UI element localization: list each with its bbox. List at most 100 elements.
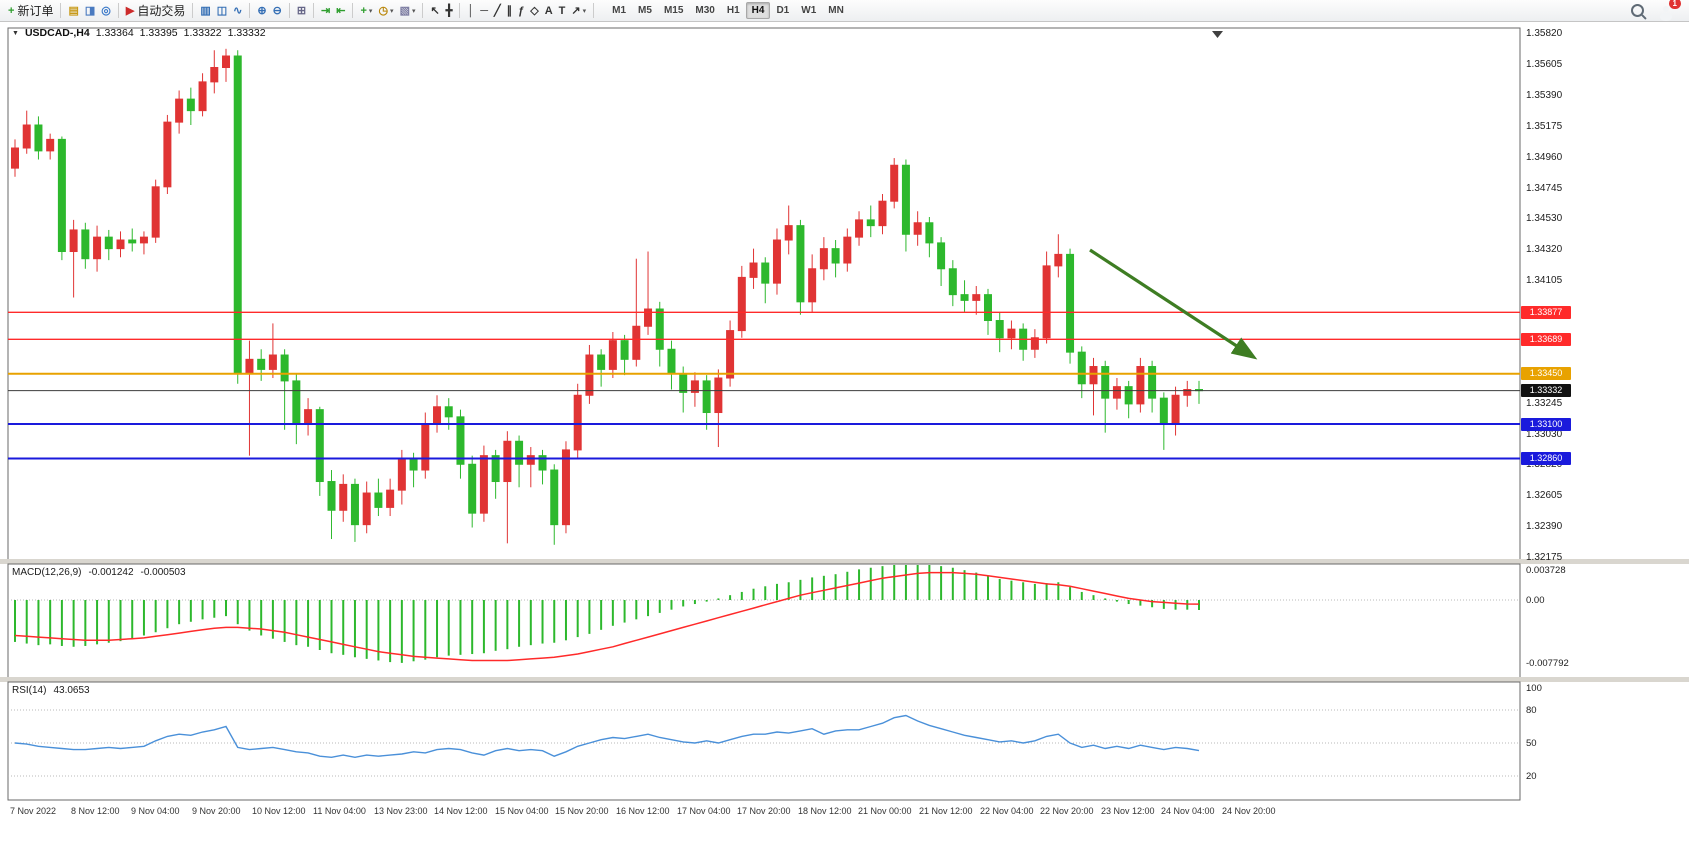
- new-order-button-label: 新订单: [17, 4, 54, 18]
- periods-button[interactable]: ◷ ▾: [375, 4, 396, 18]
- label-button[interactable]: T: [556, 4, 569, 18]
- rsi-title: RSI(14): [12, 685, 47, 696]
- trendline-button[interactable]: ╱: [491, 4, 504, 18]
- rsi-label: RSI(14) 43.0653: [12, 685, 90, 696]
- text-icon: A: [544, 4, 553, 17]
- timeframe-mn-button[interactable]: MN: [828, 5, 844, 16]
- macd-signal-value: -0.000503: [140, 567, 186, 578]
- price-axis-label: 1.32390: [1526, 521, 1563, 532]
- timeframe-d1-button[interactable]: D1: [776, 5, 790, 16]
- new-order-icon: +: [8, 4, 15, 17]
- toolbar-separator: [313, 3, 315, 18]
- time-axis-label: 24 Nov 20:00: [1222, 806, 1276, 816]
- toolbar-buttons: + 新订单 ▤ ◨ ◎ ▶ 自动交易 ▥ ◫ ∿ ⊕ ⊖ ⊞ ⇥ ⇤ + ▾ ◷ ▾ ▧ ▾ ↖ ╋ │ ─ ╱ ∥ ƒ ◇ A T ↗ ▾: [5, 1, 598, 20]
- autotrade-button[interactable]: ▶ 自动交易: [123, 1, 188, 20]
- arrows-icon: ↗: [571, 4, 581, 17]
- vline-icon: │: [467, 4, 475, 17]
- fibonacci-button[interactable]: ƒ: [515, 4, 527, 18]
- navigator-button[interactable]: ◎: [98, 4, 114, 18]
- bid-price-badge: 1.33332: [1521, 384, 1571, 397]
- toolbar-separator: [117, 3, 119, 18]
- price-axis-label: 1.34320: [1526, 244, 1563, 255]
- price-axis-label: 1.32605: [1526, 490, 1563, 501]
- price-level-badge: 1.32860: [1521, 452, 1571, 465]
- macd-panel: [7, 563, 1521, 679]
- macd-main-value: -0.001242: [88, 567, 134, 578]
- price-chart-canvas[interactable]: [0, 22, 1689, 860]
- time-axis-label: 9 Nov 20:00: [192, 806, 241, 816]
- cursor-button[interactable]: ↖: [427, 4, 442, 18]
- templates-icon: ▧: [399, 4, 410, 17]
- templates-button[interactable]: ▧ ▾: [397, 4, 419, 18]
- candle-chart-button[interactable]: ◫: [214, 4, 230, 18]
- dropdown-caret-icon: ▾: [411, 7, 416, 15]
- horizontal-line-button[interactable]: ─: [477, 4, 491, 18]
- panel-separator[interactable]: [0, 559, 1689, 564]
- market-watch-button[interactable]: ▤: [65, 4, 81, 18]
- auto-scroll-button[interactable]: ⇥: [318, 4, 333, 18]
- time-axis-label: 14 Nov 12:00: [434, 806, 488, 816]
- search-icon[interactable]: [1631, 4, 1644, 17]
- timeframe-h4-button[interactable]: H4: [745, 2, 771, 19]
- chart-shift-marker-icon[interactable]: [1212, 31, 1223, 38]
- time-axis-label: 17 Nov 20:00: [737, 806, 791, 816]
- candle-chart-icon: ◫: [216, 4, 228, 17]
- bar-chart-button[interactable]: ▥: [197, 4, 213, 18]
- timeframe-m5-button[interactable]: M5: [638, 5, 652, 16]
- macd-axis-label: -0.007792: [1526, 658, 1569, 669]
- channel-icon: ∥: [506, 4, 513, 17]
- rsi-axis-label: 50: [1526, 738, 1537, 749]
- panel-separator[interactable]: [0, 677, 1689, 682]
- vertical-line-button[interactable]: │: [464, 4, 477, 18]
- timeframe-m15-button[interactable]: M15: [663, 5, 684, 16]
- cursor-icon: ↖: [430, 4, 440, 17]
- rsi-axis-label: 80: [1526, 705, 1537, 716]
- shapes-button[interactable]: ◇: [527, 4, 541, 18]
- data-window-button[interactable]: ◨: [82, 4, 98, 18]
- price-axis-label: 1.34105: [1526, 275, 1563, 286]
- tile-windows-button[interactable]: ⊞: [294, 4, 309, 18]
- trend-arrow-annotation[interactable]: [1089, 248, 1258, 360]
- toolbar-separator: [192, 3, 194, 18]
- chart-window[interactable]: ▼ USDCAD-,H4 1.33364 1.33395 1.33322 1.3…: [0, 22, 1689, 860]
- crosshair-button[interactable]: ╋: [443, 4, 456, 18]
- price-axis-label: 1.34960: [1526, 152, 1563, 163]
- toolbar-separator: [459, 3, 461, 18]
- time-axis-label: 22 Nov 04:00: [980, 806, 1034, 816]
- timeframe-m30-button[interactable]: M30: [695, 5, 715, 16]
- autotrade-icon: ▶: [125, 4, 135, 17]
- timeframe-h1-button[interactable]: H1: [726, 5, 740, 16]
- new-order-button[interactable]: + 新订单: [5, 1, 56, 20]
- bar-chart-icon: ▥: [200, 4, 211, 17]
- price-axis-label: 1.34745: [1526, 183, 1563, 194]
- trendline-icon: ╱: [494, 4, 501, 17]
- indicators-button[interactable]: + ▾: [357, 4, 375, 18]
- line-chart-button[interactable]: ∿: [230, 4, 245, 18]
- time-axis-label: 15 Nov 20:00: [555, 806, 609, 816]
- price-axis-label: 1.34530: [1526, 213, 1563, 224]
- community-button[interactable]: 1: [1658, 0, 1681, 19]
- price-level-badge: 1.33450: [1521, 367, 1571, 380]
- timeframe-w1-button[interactable]: W1: [801, 5, 817, 16]
- arrows-button[interactable]: ↗ ▾: [568, 4, 589, 18]
- ohlc-high: 1.33395: [139, 27, 178, 39]
- text-button[interactable]: A: [542, 4, 556, 18]
- price-axis-label: 1.35175: [1526, 121, 1563, 132]
- ohlc-low: 1.33322: [183, 27, 222, 39]
- channel-button[interactable]: ∥: [504, 4, 516, 18]
- chart-shift-button[interactable]: ⇤: [333, 4, 348, 18]
- timeframe-m1-button[interactable]: M1: [612, 5, 627, 16]
- dropdown-caret-icon: ▾: [390, 7, 394, 15]
- toolbar-separator: [288, 3, 290, 18]
- tile-windows-icon: ⊞: [296, 4, 307, 17]
- macd-title: MACD(12,26,9): [12, 567, 82, 578]
- time-axis-label: 21 Nov 12:00: [919, 806, 973, 816]
- time-axis-label: 24 Nov 04:00: [1161, 806, 1215, 816]
- autotrade-button-label: 自动交易: [137, 4, 186, 18]
- time-axis-label: 16 Nov 12:00: [616, 806, 670, 816]
- line-chart-icon: ∿: [233, 4, 243, 17]
- one-click-collapse-icon[interactable]: ▼: [12, 29, 19, 37]
- zoom-in-button[interactable]: ⊕: [254, 4, 269, 18]
- zoom-out-button[interactable]: ⊖: [270, 4, 285, 18]
- dropdown-caret-icon: ▾: [582, 7, 587, 15]
